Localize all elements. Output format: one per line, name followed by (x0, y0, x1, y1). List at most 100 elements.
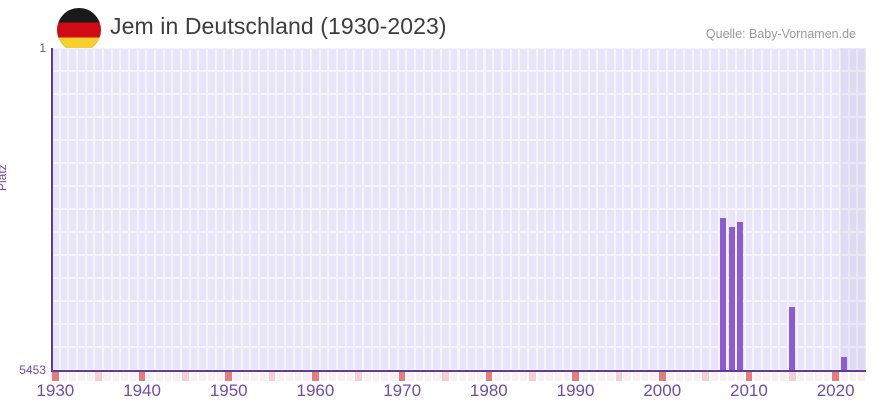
grid-cell (104, 187, 111, 208)
grid-cell (355, 164, 363, 185)
x-tick-mark (260, 372, 267, 381)
grid-cell (320, 279, 328, 300)
grid-cell (286, 279, 293, 300)
grid-cell (702, 187, 709, 208)
grid-cell (598, 348, 605, 369)
grid-cell (511, 256, 519, 277)
grid-cell (424, 141, 432, 162)
grid-column (346, 48, 354, 370)
grid-cell (216, 164, 224, 185)
grid-cell (528, 72, 536, 93)
grid-cell (858, 279, 865, 300)
grid-cell (632, 325, 640, 346)
grid-cell (572, 95, 579, 116)
x-tick-mark (268, 372, 276, 381)
grid-cell (208, 233, 215, 254)
grid-cell (355, 141, 363, 162)
grid-cell (788, 279, 796, 300)
grid-cell (580, 256, 588, 277)
grid-cell (286, 233, 293, 254)
grid-cell (312, 302, 319, 323)
grid-column (520, 48, 527, 370)
grid-cell (745, 325, 753, 346)
grid-cell (589, 49, 597, 70)
grid-cell (840, 49, 848, 70)
grid-cell (823, 187, 831, 208)
grid-cell (251, 187, 259, 208)
grid-cell (667, 164, 675, 185)
grid-cell (138, 95, 146, 116)
grid-cell (832, 348, 839, 369)
grid-cell (849, 325, 857, 346)
grid-cell (216, 302, 224, 323)
grid-cell (390, 187, 397, 208)
grid-cell (164, 256, 172, 277)
grid-cell (702, 233, 709, 254)
grid-cell (78, 164, 85, 185)
grid-cell (849, 256, 857, 277)
grid-cell (208, 302, 215, 323)
x-tick-mark (130, 372, 137, 381)
grid-cell (190, 233, 198, 254)
grid-cell (580, 141, 588, 162)
grid-cell (60, 210, 68, 231)
grid-cell (788, 118, 796, 139)
grid-cell (598, 72, 605, 93)
grid-cell (702, 325, 709, 346)
grid-cell (78, 325, 85, 346)
grid-cell (658, 348, 666, 369)
grid-cell (468, 233, 475, 254)
grid-cell (476, 49, 484, 70)
grid-column (667, 48, 675, 370)
grid-cell (728, 95, 735, 116)
grid-cell (728, 118, 735, 139)
grid-cell (242, 49, 250, 70)
grid-cell (485, 118, 493, 139)
grid-cell (823, 95, 831, 116)
grid-cell (823, 233, 831, 254)
grid-cell (433, 279, 441, 300)
grid-cell (208, 49, 215, 70)
grid-cell (138, 141, 146, 162)
grid-cell (433, 49, 441, 70)
grid-cell (554, 210, 562, 231)
grid-column (164, 48, 172, 370)
grid-cell (485, 279, 493, 300)
grid-cell (433, 302, 441, 323)
grid-cell (563, 348, 571, 369)
grid-cell (494, 256, 501, 277)
grid-cell (338, 118, 345, 139)
grid-cell (303, 141, 311, 162)
grid-cell (658, 187, 666, 208)
grid-cell (624, 164, 631, 185)
grid-cell (476, 302, 484, 323)
grid-cell (615, 210, 623, 231)
grid-column (121, 48, 129, 370)
grid-cell (164, 164, 172, 185)
grid-cell (476, 233, 484, 254)
grid-cell (650, 302, 657, 323)
grid-cell (788, 210, 796, 231)
grid-cell (268, 279, 276, 300)
x-tick-mark (589, 372, 597, 381)
grid-cell (364, 164, 371, 185)
grid-cell (338, 256, 345, 277)
grid-cell (702, 72, 709, 93)
grid-cell (745, 118, 753, 139)
grid-cell (346, 233, 354, 254)
grid-cell (719, 164, 727, 185)
grid-cell (147, 118, 155, 139)
grid-cell (667, 279, 675, 300)
grid-column (242, 48, 250, 370)
grid-cell (355, 187, 363, 208)
grid-cell (390, 256, 397, 277)
grid-cell (485, 95, 493, 116)
grid-cell (780, 141, 787, 162)
grid-cell (130, 49, 137, 70)
x-tick-mark (546, 372, 553, 381)
grid-cell (442, 72, 449, 93)
grid-cell (771, 325, 779, 346)
x-tick-mark (86, 372, 94, 381)
grid-cell (277, 49, 285, 70)
grid-cell (60, 49, 68, 70)
